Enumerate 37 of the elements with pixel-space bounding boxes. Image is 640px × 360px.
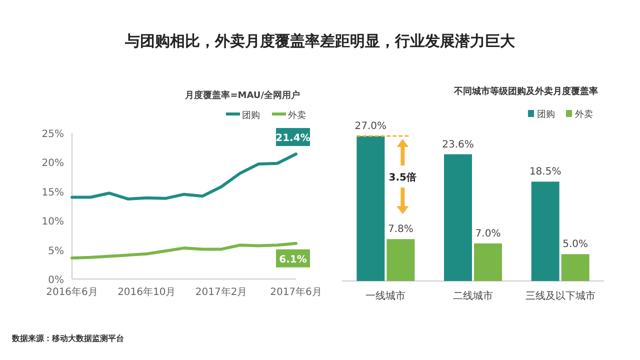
y-tick-label: 15% [42,187,64,198]
y-tick-label: 20% [42,158,64,170]
x-tick-label: 二线城市 [453,290,493,302]
x-tick-label: 三线及以下城市 [525,290,596,302]
legend-label: 外卖 [575,109,593,120]
bar [356,136,385,281]
y-tick-label: 10% [42,216,64,228]
data-label: 21.4% [276,133,310,144]
x-tick-label: 2017年2月 [195,286,248,298]
y-tick-label: 25% [42,129,64,140]
legend-label: 团购 [537,109,555,120]
chart-subtitle: 月度覆盖率=MAU/全网用户 [184,90,300,101]
bar [531,182,560,281]
data-label: 18.5% [529,166,562,178]
data-label: 7.0% [475,228,501,240]
chart-title: 与团购相比，外卖月度覆盖率差距明显，行业发展潜力巨大 [124,32,516,50]
data-label: 27.0% [354,121,387,132]
line-series [70,152,298,200]
data-label: 23.6% [442,139,474,150]
bar [474,243,502,281]
legend-label: 外卖 [288,110,306,121]
data-label: 7.8% [388,224,414,236]
bar [561,254,590,281]
chart-title: 不同城市等级团购及外卖月度覆盖率 [453,86,598,97]
bar [386,239,415,281]
bar [444,154,472,281]
y-tick-label: 5% [48,246,64,257]
data-label: 6.1% [279,254,307,266]
x-tick-label: 一线城市 [366,290,406,302]
annotation: 3.5倍 [388,172,417,184]
x-tick-label: 2017年6月 [270,286,322,298]
x-tick-label: 2016年10月 [118,286,176,298]
x-tick-label: 2016年6月 [46,286,98,298]
source-note: 数据来源：移动大数据监测平台 [11,334,124,343]
data-label: 5.0% [562,239,588,250]
legend-label: 团购 [242,110,260,121]
y-tick-label: 0% [48,275,64,286]
